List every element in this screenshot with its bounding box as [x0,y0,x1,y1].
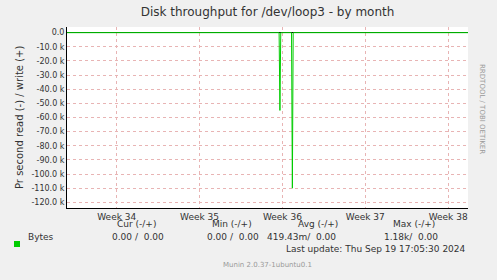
svg-text:Min (-/+): Min (-/+) [212,219,252,229]
svg-text:Disk throughput for /dev/loop3: Disk throughput for /dev/loop3 - by mont… [141,5,395,19]
svg-text:Last update: Thu Sep 19 17:05:: Last update: Thu Sep 19 17:05:30 2024 [286,244,466,254]
svg-text:-40.0 k: -40.0 k [37,85,65,94]
svg-text:Week 34: Week 34 [97,212,136,222]
svg-text:-70.0 k: -70.0 k [37,127,65,136]
svg-text:-100.0 k: -100.0 k [31,170,64,179]
svg-text:-110.0 k: -110.0 k [31,184,64,193]
svg-text:-10.0 k: -10.0 k [37,43,65,52]
svg-text:Week 37: Week 37 [346,212,385,222]
svg-text:-20.0 k: -20.0 k [37,57,65,66]
svg-text:Cur (-/+): Cur (-/+) [117,219,156,229]
svg-text:Pr second read (-) / write (+): Pr second read (-) / write (+) [14,46,25,189]
svg-text:-30.0 k: -30.0 k [37,71,65,80]
svg-text:Week 36: Week 36 [263,212,302,222]
svg-text:Avg (-/+): Avg (-/+) [298,219,338,229]
svg-text:Week 35: Week 35 [180,212,219,222]
svg-text:0.00 / 0.00: 0.00 / 0.00 [207,232,259,242]
svg-text:Max (-/+): Max (-/+) [393,219,435,229]
svg-text:Bytes: Bytes [28,232,54,242]
svg-text:419.43m/ 0.00: 419.43m/ 0.00 [267,232,336,242]
svg-text:0.00 / 0.00: 0.00 / 0.00 [112,232,164,242]
svg-text:Munin 2.0.37-1ubuntu0.1: Munin 2.0.37-1ubuntu0.1 [223,261,312,269]
svg-text:0.0: 0.0 [52,28,65,37]
svg-text:-60.0 k: -60.0 k [37,113,65,122]
svg-text:-50.0 k: -50.0 k [37,99,65,108]
svg-text:-80.0 k: -80.0 k [37,142,65,151]
svg-text:1.18k/ 0.00: 1.18k/ 0.00 [384,232,438,242]
svg-text:RRDTOOL / TOBI OETIKER: RRDTOOL / TOBI OETIKER [478,64,486,154]
svg-text:-120.0 k: -120.0 k [31,198,64,207]
svg-text:-90.0 k: -90.0 k [37,156,65,165]
svg-text:Week 38: Week 38 [429,212,468,222]
